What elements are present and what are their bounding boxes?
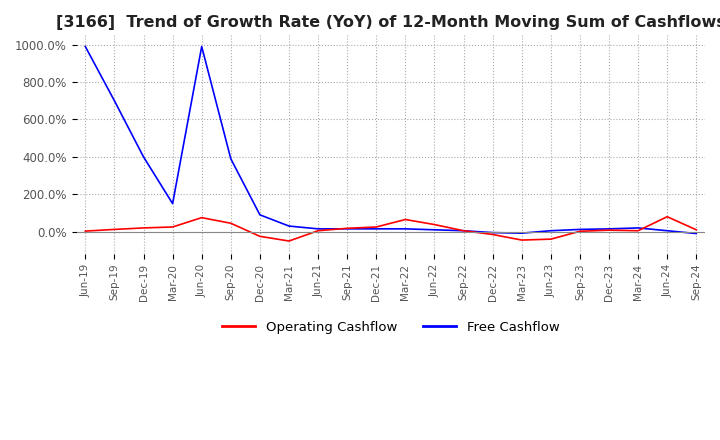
Operating Cashflow [139, 225, 148, 231]
Free Cashflow [110, 98, 119, 103]
Free Cashflow [575, 227, 584, 232]
Operating Cashflow [459, 228, 468, 233]
Legend: Operating Cashflow, Free Cashflow: Operating Cashflow, Free Cashflow [217, 316, 565, 339]
Operating Cashflow [343, 226, 351, 231]
Operating Cashflow [227, 220, 235, 226]
Free Cashflow [314, 226, 323, 231]
Free Cashflow [343, 226, 351, 231]
Free Cashflow [401, 226, 410, 231]
Operating Cashflow [81, 228, 90, 234]
Operating Cashflow [663, 214, 672, 220]
Operating Cashflow [256, 234, 264, 239]
Title: [3166]  Trend of Growth Rate (YoY) of 12-Month Moving Sum of Cashflows: [3166] Trend of Growth Rate (YoY) of 12-… [56, 15, 720, 30]
Line: Free Cashflow: Free Cashflow [86, 47, 696, 234]
Free Cashflow [430, 227, 438, 232]
Free Cashflow [197, 44, 206, 49]
Operating Cashflow [314, 228, 323, 233]
Free Cashflow [692, 231, 701, 236]
Free Cashflow [488, 230, 497, 235]
Operating Cashflow [546, 237, 555, 242]
Operating Cashflow [518, 238, 526, 243]
Free Cashflow [518, 231, 526, 236]
Operating Cashflow [372, 224, 381, 230]
Operating Cashflow [168, 224, 177, 230]
Free Cashflow [605, 226, 613, 231]
Free Cashflow [256, 212, 264, 217]
Operating Cashflow [488, 232, 497, 237]
Operating Cashflow [110, 227, 119, 232]
Free Cashflow [284, 224, 293, 229]
Operating Cashflow [575, 229, 584, 234]
Free Cashflow [546, 228, 555, 233]
Line: Operating Cashflow: Operating Cashflow [86, 217, 696, 241]
Free Cashflow [139, 154, 148, 160]
Operating Cashflow [634, 228, 642, 233]
Free Cashflow [663, 228, 672, 233]
Free Cashflow [459, 228, 468, 233]
Free Cashflow [634, 225, 642, 231]
Operating Cashflow [692, 227, 701, 232]
Operating Cashflow [284, 238, 293, 244]
Free Cashflow [227, 156, 235, 161]
Operating Cashflow [197, 215, 206, 220]
Free Cashflow [372, 226, 381, 231]
Operating Cashflow [401, 217, 410, 222]
Operating Cashflow [605, 227, 613, 233]
Operating Cashflow [430, 222, 438, 227]
Free Cashflow [168, 201, 177, 206]
Free Cashflow [81, 44, 90, 49]
